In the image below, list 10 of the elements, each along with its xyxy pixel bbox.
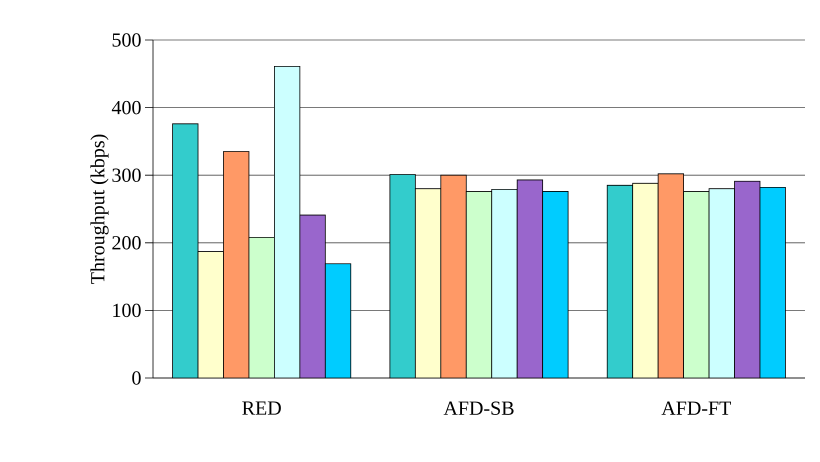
y-axis-title: Throughput (kbps)	[90, 134, 109, 284]
y-tick-label: 400	[112, 100, 141, 114]
y-tick-label: 200	[112, 236, 141, 250]
y-tick-label: 300	[112, 168, 141, 182]
y-tick-label: 100	[113, 304, 141, 318]
y-tick-label: 500	[112, 33, 141, 47]
x-tick-label: AFD-SB	[444, 402, 514, 415]
x-tick-label: AFD-FT	[662, 402, 731, 415]
y-tick-label: 0	[132, 371, 141, 385]
x-tick-label: RED	[242, 402, 281, 415]
